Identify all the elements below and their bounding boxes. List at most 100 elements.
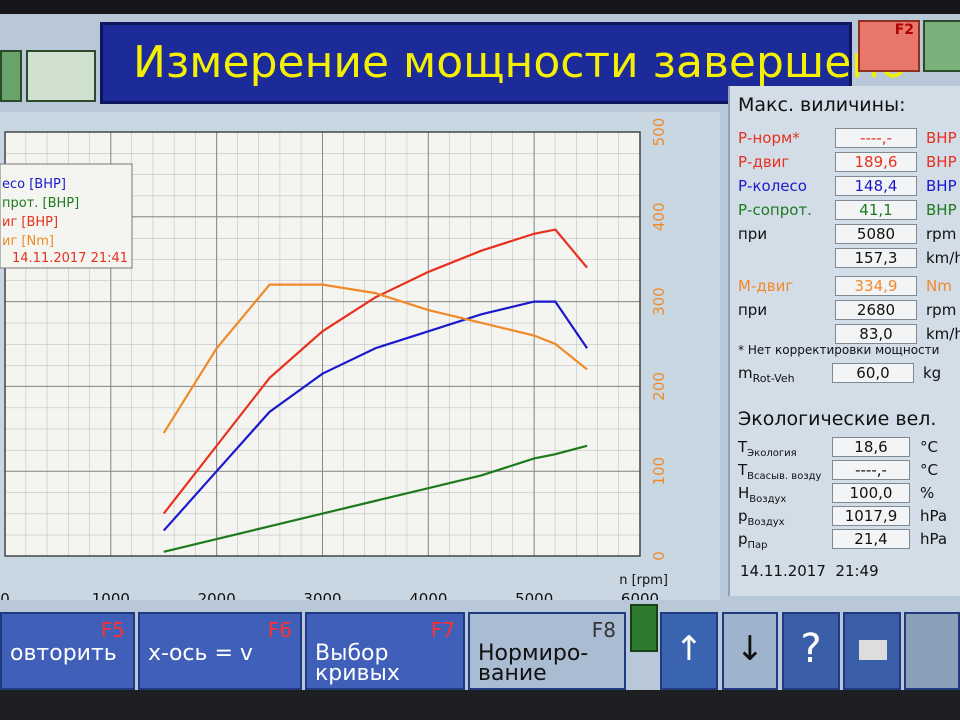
key-label: F7 (430, 618, 455, 642)
eco-symbol: H (738, 484, 750, 502)
series-line (162, 300, 588, 532)
arrow-down-button[interactable]: ↓ (722, 612, 778, 690)
series-line (163, 444, 588, 553)
function-button[interactable]: F5 овторить (0, 612, 135, 690)
y-tick-label: 0 (650, 551, 668, 561)
eco-label: TВсасыв. возду (738, 461, 821, 482)
eco-symbol: p (738, 507, 748, 525)
row-value: 5080 (835, 224, 917, 244)
x-tick-label: 4000 (409, 590, 447, 600)
row-value: ----,- (835, 128, 917, 148)
eco-sub: Пар (747, 540, 768, 551)
eco-value: 1017,9 (832, 506, 910, 526)
row-value: 2680 (835, 300, 917, 320)
eco-label: HВоздух (738, 484, 786, 505)
panel-title: Макс. виличины: (738, 94, 906, 116)
values-panel: Макс. виличины: Р-норм* ----,- BHP Р-двиг 189… (728, 86, 960, 596)
eco-unit: % (920, 484, 935, 502)
chart-area: 0 100 200 300 400 500 0 1000 2000 3000 4000 5000 600… (0, 112, 720, 608)
f2-button[interactable]: F2 (858, 20, 920, 72)
row-label: при (738, 301, 768, 319)
x-tick-label: 5000 (515, 590, 553, 600)
eco-unit: °C (920, 438, 938, 456)
row-unit: rpm (926, 225, 957, 243)
mass-symbol: m (738, 364, 753, 382)
button-label: овторить (10, 641, 117, 666)
mass-label: mRot-Veh (738, 364, 795, 385)
exit-button[interactable] (904, 612, 960, 690)
function-button[interactable]: F8 Нормиро-вание (468, 612, 626, 690)
mass-unit: kg (923, 364, 942, 382)
row-label: Р-норм* (738, 129, 800, 147)
eco-unit: °C (920, 461, 938, 479)
indicator (630, 604, 658, 652)
row-value: 41,1 (835, 200, 917, 220)
eco-value: 21,4 (832, 529, 910, 549)
x-tick-label: 3000 (303, 590, 341, 600)
function-button[interactable]: F7 Выбор кривых (305, 612, 465, 690)
icon[interactable] (0, 50, 22, 102)
row-unit: km/h (926, 249, 960, 267)
eco-symbol: T (738, 438, 748, 456)
row-unit: BHP (926, 177, 957, 195)
eco-value: ----,- (832, 460, 910, 480)
note: * Нет корректировки мощности (738, 343, 940, 357)
legend-date: 14.11.2017 21:41 (12, 251, 128, 266)
key-label: F5 (100, 618, 125, 642)
eco-label: pВоздух (738, 507, 785, 528)
series-line (162, 283, 588, 434)
timestamp: 14.11.2017 21:49 (740, 562, 879, 580)
eco-symbol: p (738, 530, 748, 548)
x-axis-label: n [rpm] (619, 573, 668, 588)
legend-entry: прот. [BHP] (2, 196, 79, 211)
key-label: F2 (894, 22, 914, 38)
function-button[interactable]: F6 x-ось = v (138, 612, 302, 690)
mass-sub: Rot-Veh (752, 372, 795, 385)
x-tick-label: 6000 (621, 590, 659, 600)
legend-entry: иг [BHP] (2, 215, 58, 230)
header-title: Измерение мощности завершено (100, 22, 907, 104)
y-tick-label: 200 (650, 372, 668, 401)
key-label: F8 (591, 618, 616, 642)
series-line (162, 228, 588, 515)
button-label: x-ось = v (148, 641, 253, 666)
x-tick-label: 2000 (198, 590, 236, 600)
row-value: 148,4 (835, 176, 917, 196)
y-tick-label: 300 (650, 287, 668, 316)
button-label: Выбор кривых (315, 641, 400, 686)
row-label: Р-двиг (738, 153, 790, 171)
mass-value: 60,0 (832, 363, 914, 383)
row-unit: rpm (926, 301, 957, 319)
eco-label: pПар (738, 530, 768, 551)
row-unit: BHP (926, 129, 957, 147)
key-label: F6 (267, 618, 292, 642)
car-icon[interactable] (26, 50, 96, 102)
row-value: 189,6 (835, 152, 917, 172)
icon[interactable] (923, 20, 960, 72)
help-button[interactable]: ? (782, 612, 840, 690)
eco-value: 18,6 (832, 437, 910, 457)
row-label: Р-сопрот. (738, 201, 812, 219)
row-label: при (738, 225, 768, 243)
button-label: Нормиро-вание (478, 641, 589, 686)
plot-border (4, 131, 641, 557)
eco-sub: Воздух (747, 517, 785, 528)
eco-title: Экологические вел. (738, 408, 937, 430)
eco-sub: Воздух (749, 494, 787, 505)
print-button[interactable] (843, 612, 901, 690)
y-tick-label: 500 (650, 118, 668, 147)
row-unit: BHP (926, 153, 957, 171)
row-value: 334,9 (835, 276, 917, 296)
y-tick-label: 100 (650, 457, 668, 486)
row-unit: BHP (926, 201, 957, 219)
row-value: 83,0 (835, 324, 917, 344)
bezel (0, 690, 960, 720)
row-label: М-двиг (738, 277, 794, 295)
row-value: 157,3 (835, 248, 917, 268)
eco-symbol: T (738, 461, 748, 479)
eco-value: 100,0 (832, 483, 910, 503)
arrow-up-button[interactable]: ↑ (660, 612, 718, 690)
legend-entry: есо [BHP] (2, 177, 66, 192)
